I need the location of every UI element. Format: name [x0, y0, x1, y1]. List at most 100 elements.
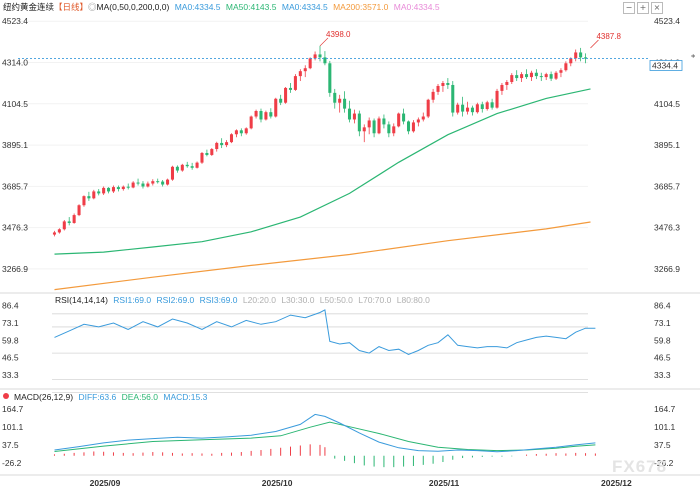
- price-y-tick-right: 3266.9: [654, 264, 680, 274]
- x-tick-label: 2025/12: [601, 478, 632, 488]
- price-pane: 4523.44523.44314.04314.04104.54104.53895…: [2, 16, 696, 291]
- candle-body: [569, 58, 573, 64]
- rsi-y-tick-left: 86.4: [2, 300, 19, 310]
- rsi-y-tick-right: 59.8: [654, 335, 671, 345]
- price-y-tick-right: 4523.4: [654, 16, 680, 26]
- candle-body: [416, 119, 420, 123]
- candle-body: [72, 215, 76, 223]
- candle-body: [579, 52, 583, 58]
- close-button[interactable]: ×: [651, 2, 663, 14]
- macd-y-tick-right: 101.1: [654, 422, 676, 432]
- rsi-y-tick-right: 86.4: [654, 300, 671, 310]
- candle-body: [239, 130, 243, 134]
- price-y-tick-left: 3476.3: [2, 223, 28, 233]
- candle-body: [284, 87, 288, 103]
- candle-body: [402, 113, 406, 122]
- candle-body: [421, 116, 425, 120]
- candle-body: [411, 122, 415, 132]
- candle-body: [485, 102, 489, 110]
- rsi-y-tick-right: 73.1: [654, 318, 671, 328]
- x-axis: 2025/09 2025/10 2025/11 2025/12: [90, 478, 632, 488]
- candle-body: [264, 112, 268, 120]
- last-price-marker: ⁎: [691, 49, 696, 59]
- macd-pane: 164.7 164.7 101.1 101.1 37.5 37.5 -26.2 -26.2: [2, 404, 676, 468]
- candle-body: [505, 82, 509, 85]
- last-price-label: 4334.4: [652, 60, 678, 70]
- candle-body: [495, 90, 499, 108]
- rsi-y-tick-left: 73.1: [2, 318, 19, 328]
- candle-body: [210, 149, 214, 155]
- macd-y-tick-left: 101.1: [2, 422, 24, 432]
- candle-body: [185, 164, 189, 167]
- candle-body: [343, 98, 347, 109]
- candle-body: [510, 75, 514, 83]
- candle-body: [515, 75, 519, 79]
- candle-body: [293, 76, 297, 90]
- macd-y-tick-left: 37.5: [2, 440, 19, 450]
- candle-body: [465, 107, 470, 112]
- candle-body: [574, 52, 578, 59]
- rsi-y-tick-left: 33.3: [2, 370, 19, 380]
- candle-body: [161, 181, 165, 185]
- candle-body: [377, 118, 381, 134]
- rsi-y-tick-left: 46.5: [2, 353, 19, 363]
- annotation-label: 4398.0: [326, 30, 351, 39]
- candle-body: [372, 120, 376, 134]
- candle-body: [333, 92, 337, 103]
- macd-y-tick-left: 164.7: [2, 404, 24, 414]
- candle-body: [436, 85, 440, 92]
- candle-body: [362, 127, 366, 132]
- candle-body: [584, 57, 588, 59]
- price-y-tick-left: 4104.5: [2, 99, 28, 109]
- candle-body: [229, 134, 234, 143]
- candle-body: [534, 72, 538, 77]
- annotation-label: 4387.8: [596, 32, 621, 41]
- price-y-tick-left: 4523.4: [2, 16, 28, 26]
- candle-body: [279, 98, 283, 103]
- candle-body: [529, 72, 533, 78]
- candle-body: [338, 98, 342, 103]
- candle-body: [539, 76, 543, 78]
- candle-body: [328, 63, 332, 93]
- macd-y-tick-right: 164.7: [654, 404, 676, 414]
- candle-body: [175, 166, 179, 171]
- candle-body: [180, 164, 184, 171]
- macd-header: MACD(26,12,9) DIFF:63.6 DEA:56.0 MACD:15…: [14, 392, 208, 402]
- rsi-y-tick-right: 46.5: [654, 353, 671, 363]
- candle-body: [456, 104, 460, 113]
- candle-body: [249, 116, 253, 129]
- candle-body: [67, 221, 71, 223]
- candle-body: [205, 152, 209, 155]
- candle-body: [298, 71, 302, 77]
- candle-body: [244, 128, 248, 134]
- candle-body: [107, 187, 111, 192]
- rsi-header: RSI(14,14,14) RSI1:69.0 RSI2:69.0 RSI3:6…: [55, 295, 430, 305]
- diff-line: [54, 413, 596, 453]
- candle-body: [357, 113, 361, 132]
- candle-body: [367, 120, 371, 128]
- rsi-y-tick-left: 59.8: [2, 335, 19, 345]
- candle-body: [382, 118, 386, 125]
- minimize-button[interactable]: −: [623, 2, 635, 14]
- zoom-in-button[interactable]: +: [637, 2, 649, 14]
- last-price-box: [649, 60, 683, 71]
- candle-body: [406, 121, 411, 132]
- rsi-y-tick-right: 33.3: [654, 370, 671, 380]
- x-tick-label: 2025/11: [429, 478, 460, 488]
- candle-body: [126, 186, 130, 188]
- candle-body: [426, 99, 430, 117]
- candle-body: [225, 142, 229, 146]
- price-y-tick-right: 3685.7: [654, 181, 680, 191]
- candle-body: [77, 205, 81, 216]
- price-y-tick-left: 4314.0: [2, 57, 28, 67]
- candle-body: [461, 104, 465, 112]
- candle-body: [141, 183, 145, 187]
- annotation-leader: [590, 39, 599, 49]
- candle-body: [146, 183, 150, 187]
- candle-body: [441, 83, 445, 86]
- candle-body: [102, 187, 106, 194]
- candle-body: [259, 110, 263, 120]
- candle-body: [544, 74, 548, 78]
- candle-body: [131, 182, 135, 188]
- candle-body: [254, 110, 258, 117]
